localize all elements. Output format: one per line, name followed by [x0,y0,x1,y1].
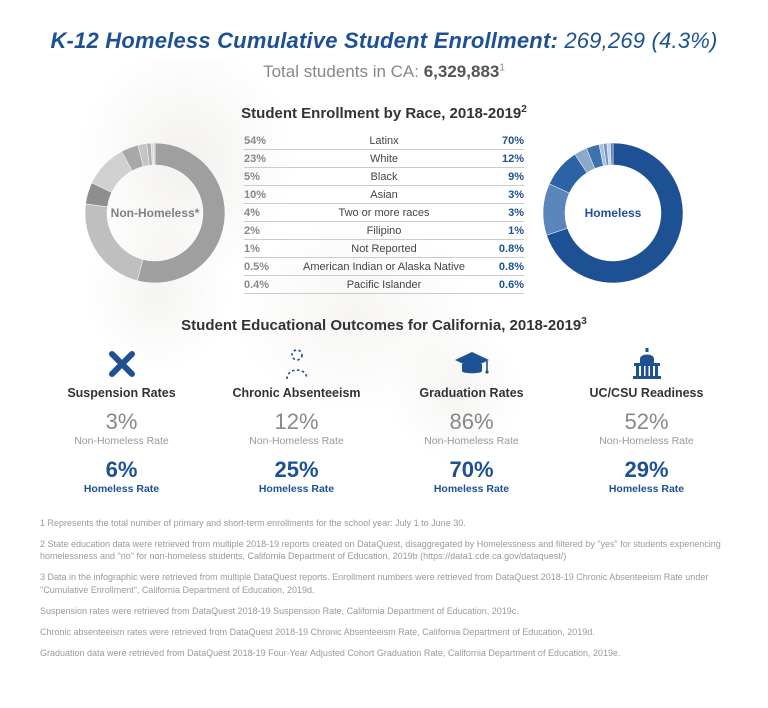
outcome-homeless-value: 70% [390,457,553,483]
race-homeless-pct: 0.8% [482,243,524,255]
homeless-donut: Homeless [538,138,688,288]
title-main: K-12 Homeless Cumulative Student Enrollm… [50,28,558,53]
outcome-non-homeless-label: Non-Homeless Rate [565,435,728,447]
race-label: White [286,153,482,165]
race-label: Black [286,171,482,183]
footnote: 2 State education data were retrieved fr… [40,538,728,562]
grad-cap-icon [390,346,553,382]
race-table-row: 2%Filipino1% [244,222,524,240]
race-section-heading: Student Enrollment by Race, 2018-20192 [40,104,728,122]
race-table-row: 10%Asian3% [244,186,524,204]
race-table: 54%Latinx70%23%White12%5%Black9%10%Asian… [244,132,524,294]
race-label: Latinx [286,135,482,147]
outcome-non-homeless-label: Non-Homeless Rate [390,435,553,447]
outcome-card: Suspension Rates 3%Non-Homeless Rate 6%Hom… [40,346,203,495]
race-non-homeless-pct: 10% [244,189,286,201]
race-label: American Indian or Alaska Native [286,261,482,273]
outcome-card: Graduation Rates 86%Non-Homeless Rate 70%H… [390,346,553,495]
race-non-homeless-pct: 54% [244,135,286,147]
homeless-donut-label: Homeless [585,206,642,220]
outcome-card: UC/CSU Readiness 52%Non-Homeless Rate 29%H… [565,346,728,495]
race-heading-text: Student Enrollment by Race, 2018-2019 [241,105,521,122]
non-homeless-donut-label: Non-Homeless* [111,206,200,220]
outcome-non-homeless-value: 12% [215,409,378,435]
race-label: Pacific Islander [286,279,482,291]
outcome-non-homeless-value: 86% [390,409,553,435]
outcomes-heading-sup: 3 [581,316,587,327]
outcomes-section-heading: Student Educational Outcomes for Califor… [40,316,728,334]
race-non-homeless-pct: 5% [244,171,286,183]
person-dashed-icon [215,346,378,382]
non-homeless-donut: Non-Homeless* [80,138,230,288]
race-homeless-pct: 12% [482,153,524,165]
outcome-card: Chronic Absenteeism 12%Non-Homeless Rate 2… [215,346,378,495]
outcome-non-homeless-label: Non-Homeless Rate [40,435,203,447]
outcome-homeless-label: Homeless Rate [40,483,203,495]
race-homeless-pct: 3% [482,189,524,201]
footnote: Graduation data were retrieved from Data… [40,647,728,659]
outcome-title: Graduation Rates [390,386,553,401]
subtitle-value: 6,329,883 [424,62,500,81]
race-table-row: 1%Not Reported0.8% [244,240,524,258]
race-table-row: 54%Latinx70% [244,132,524,150]
race-table-row: 0.4%Pacific Islander0.6% [244,276,524,294]
subtitle-sup: 1 [499,62,505,73]
outcome-title: Suspension Rates [40,386,203,401]
non-homeless-label-text: Non-Homeless* [111,206,200,220]
race-table-row: 23%White12% [244,150,524,168]
race-non-homeless-pct: 0.5% [244,261,286,273]
race-heading-sup: 2 [521,104,527,115]
page-title: K-12 Homeless Cumulative Student Enrollm… [40,28,728,54]
footnote: Chronic absenteeism rates were retrieved… [40,626,728,638]
outcome-homeless-label: Homeless Rate [565,483,728,495]
race-homeless-pct: 9% [482,171,524,183]
footnotes: 1 Represents the total number of primary… [40,517,728,659]
homeless-label-text: Homeless [585,206,642,220]
race-label: Asian [286,189,482,201]
race-label: Not Reported [286,243,482,255]
subtitle-prefix: Total students in CA: [263,62,424,81]
outcome-homeless-value: 29% [565,457,728,483]
page-subtitle: Total students in CA: 6,329,8831 [40,62,728,82]
outcome-title: Chronic Absenteeism [215,386,378,401]
race-label: Filipino [286,225,482,237]
outcomes-heading-text: Student Educational Outcomes for Califor… [181,317,581,334]
footnote: 1 Represents the total number of primary… [40,517,728,529]
outcome-non-homeless-value: 3% [40,409,203,435]
race-homeless-pct: 3% [482,207,524,219]
footnote: Suspension rates were retrieved from Dat… [40,605,728,617]
race-homeless-pct: 1% [482,225,524,237]
race-non-homeless-pct: 1% [244,243,286,255]
race-non-homeless-pct: 23% [244,153,286,165]
race-non-homeless-pct: 4% [244,207,286,219]
x-icon [40,346,203,382]
outcome-title: UC/CSU Readiness [565,386,728,401]
race-homeless-pct: 70% [482,135,524,147]
race-non-homeless-pct: 2% [244,225,286,237]
race-homeless-pct: 0.6% [482,279,524,291]
footnote: 3 Data in the infographic were retrieved… [40,571,728,595]
race-table-row: 0.5%American Indian or Alaska Native0.8% [244,258,524,276]
race-homeless-pct: 0.8% [482,261,524,273]
race-table-row: 5%Black9% [244,168,524,186]
race-row: Non-Homeless* 54%Latinx70%23%White12%5%B… [40,132,728,294]
outcome-non-homeless-label: Non-Homeless Rate [215,435,378,447]
outcomes-row: Suspension Rates3%Non-Homeless Rate6%Hom… [40,346,728,495]
outcome-homeless-label: Homeless Rate [390,483,553,495]
race-non-homeless-pct: 0.4% [244,279,286,291]
outcome-non-homeless-value: 52% [565,409,728,435]
infographic-root: K-12 Homeless Cumulative Student Enrollm… [40,28,728,659]
outcome-homeless-label: Homeless Rate [215,483,378,495]
title-value: 269,269 (4.3%) [564,28,717,53]
race-label: Two or more races [286,207,482,219]
race-table-row: 4%Two or more races3% [244,204,524,222]
outcome-homeless-value: 25% [215,457,378,483]
capitol-icon [565,346,728,382]
outcome-homeless-value: 6% [40,457,203,483]
